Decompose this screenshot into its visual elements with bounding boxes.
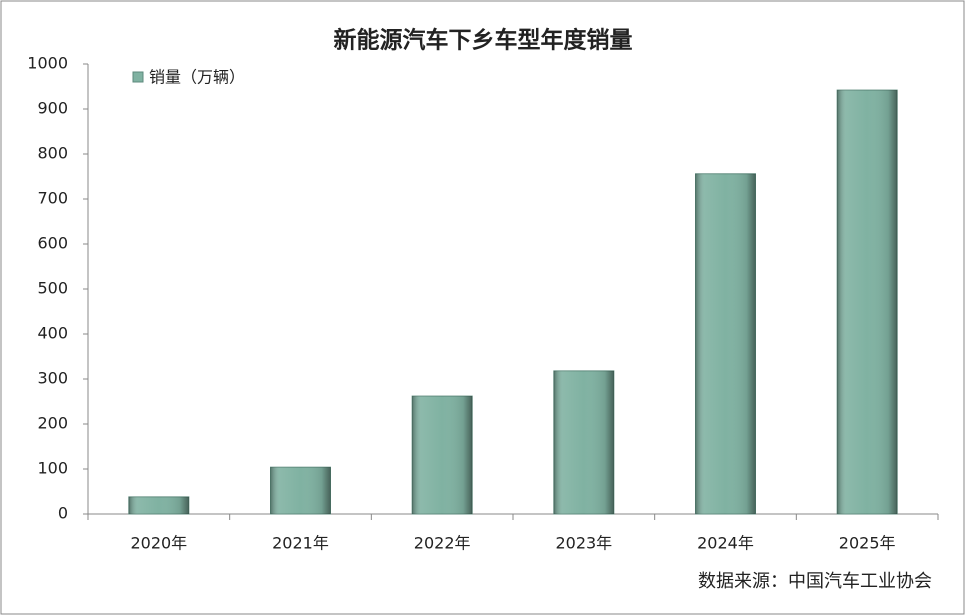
y-tick-label: 0	[58, 504, 68, 523]
bar-shade	[837, 90, 898, 514]
source-note: 数据来源：中国汽车工业协会	[698, 571, 932, 592]
bar-shade	[128, 496, 189, 514]
y-tick-label: 400	[37, 324, 68, 343]
x-tick-label: 2024年	[697, 534, 754, 553]
bar-shade	[553, 370, 614, 514]
y-tick-label: 900	[37, 99, 68, 118]
y-tick-label: 700	[37, 189, 68, 208]
chart-title: 新能源汽车下乡车型年度销量	[334, 27, 633, 54]
y-tick-label: 1000	[27, 54, 68, 73]
x-tick-label: 2023年	[555, 534, 612, 553]
x-tick-label: 2021年	[272, 534, 329, 553]
bar-shade	[412, 396, 473, 514]
y-tick-label: 300	[37, 369, 68, 388]
y-tick-label: 600	[37, 234, 68, 253]
y-tick-label: 800	[37, 144, 68, 163]
y-tick-label: 500	[37, 279, 68, 298]
bar-shade	[695, 173, 756, 515]
x-tick-label: 2022年	[414, 534, 471, 553]
x-tick-label: 2025年	[839, 534, 896, 553]
x-tick-label: 2020年	[130, 534, 187, 553]
bar-shade	[270, 467, 331, 514]
y-tick-label: 100	[37, 459, 68, 478]
y-tick-label: 200	[37, 414, 68, 433]
legend-key	[132, 71, 144, 83]
legend-label: 销量（万辆）	[149, 68, 245, 87]
